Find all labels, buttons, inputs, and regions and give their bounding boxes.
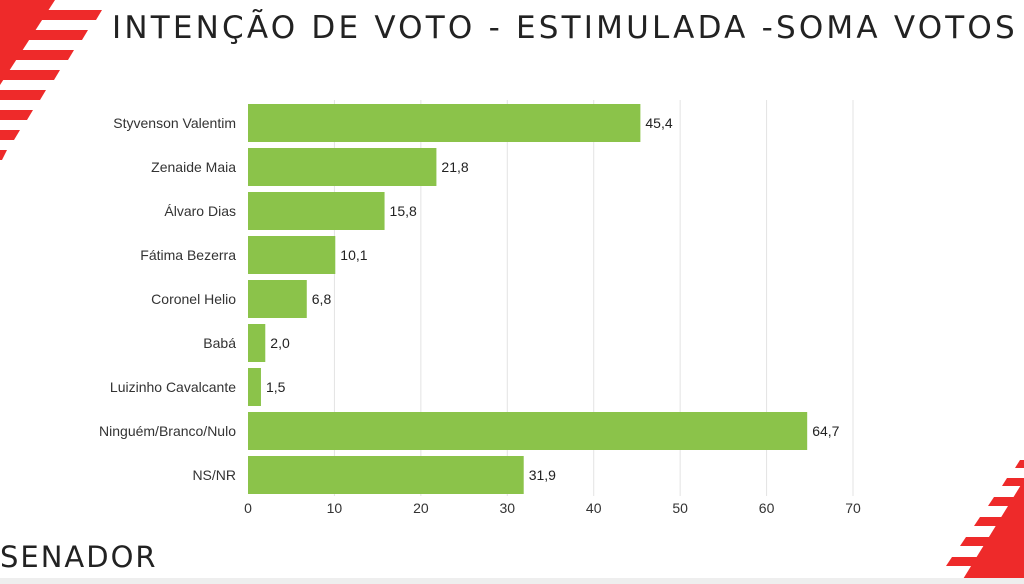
data-label: 6,8 bbox=[312, 291, 332, 307]
x-tick-label: 60 bbox=[759, 500, 775, 516]
bar bbox=[248, 280, 307, 318]
bar bbox=[248, 104, 641, 142]
bar bbox=[248, 236, 336, 274]
x-tick-label: 20 bbox=[413, 500, 429, 516]
x-tick-label: 50 bbox=[672, 500, 688, 516]
category-label: Álvaro Dias bbox=[164, 203, 236, 219]
data-label: 45,4 bbox=[645, 115, 672, 131]
stripes-top-left-decoration bbox=[0, 0, 102, 160]
data-label: 64,7 bbox=[812, 423, 839, 439]
bar bbox=[248, 192, 385, 230]
x-tick-label: 70 bbox=[845, 500, 861, 516]
footer-label: SENADOR bbox=[0, 540, 158, 574]
x-tick-label: 40 bbox=[586, 500, 602, 516]
category-label: Luizinho Cavalcante bbox=[110, 379, 236, 395]
x-tick-label: 10 bbox=[327, 500, 343, 516]
bars bbox=[248, 104, 808, 494]
data-label: 10,1 bbox=[340, 247, 367, 263]
data-label: 15,8 bbox=[390, 203, 417, 219]
category-label: Coronel Helio bbox=[151, 291, 236, 307]
bar bbox=[248, 456, 524, 494]
bar bbox=[248, 324, 266, 362]
data-label: 1,5 bbox=[266, 379, 286, 395]
bottom-border bbox=[0, 578, 1024, 584]
data-label: 31,9 bbox=[529, 467, 556, 483]
category-label: Ninguém/Branco/Nulo bbox=[99, 423, 236, 439]
data-label: 21,8 bbox=[441, 159, 468, 175]
x-tick-label: 30 bbox=[499, 500, 515, 516]
stripes-bottom-right-decoration bbox=[946, 460, 1024, 584]
category-label: Zenaide Maia bbox=[151, 159, 236, 175]
x-tick-label: 0 bbox=[244, 500, 252, 516]
category-label: NS/NR bbox=[192, 467, 236, 483]
category-label: Fátima Bezerra bbox=[140, 247, 236, 263]
category-label: Styvenson Valentim bbox=[113, 115, 236, 131]
bar bbox=[248, 148, 437, 186]
chart-title: INTENÇÃO DE VOTO - ESTIMULADA -SOMA VOTO… bbox=[112, 10, 1018, 46]
category-label: Babá bbox=[203, 335, 236, 351]
bar bbox=[248, 412, 808, 450]
labels: 0 10 20 30 40 50 60 70 Styvenson Valentim 45,4 Zen… bbox=[99, 115, 861, 516]
bar bbox=[248, 368, 261, 406]
data-label: 2,0 bbox=[270, 335, 290, 351]
